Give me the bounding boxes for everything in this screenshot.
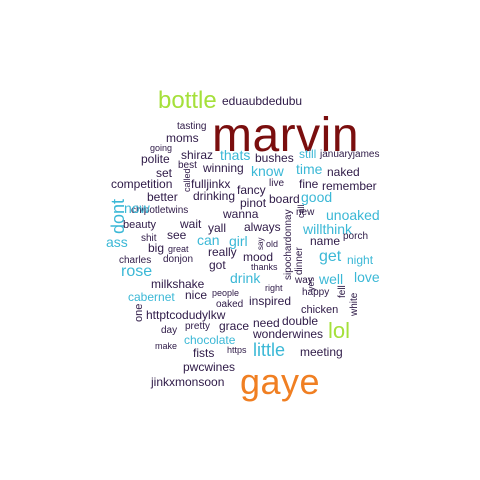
cloud-word: night (347, 253, 374, 267)
cloud-word: moms (166, 131, 199, 145)
cloud-word: winning (203, 161, 244, 175)
cloud-word: mood (243, 250, 274, 264)
cloud-word: pretty (185, 321, 211, 332)
cloud-word: fancy (237, 183, 266, 197)
cloud-word: rose (121, 263, 153, 280)
cloud-word: yall (208, 221, 227, 235)
cloud-word: new (296, 207, 315, 218)
cloud-word: grace (219, 319, 250, 333)
cloud-word: can (197, 232, 220, 248)
cloud-word: wanna (223, 207, 259, 221)
cloud-word: chocolate (184, 333, 236, 347)
cloud-word: pwcwines (183, 360, 236, 374)
cloud-word: pinot (240, 196, 267, 210)
cloud-word: girl (229, 233, 248, 249)
cloud-word: know (251, 163, 284, 179)
cloud-word: fine (299, 177, 319, 191)
cloud-word: competition (111, 177, 173, 191)
cloud-word: bushes (255, 151, 294, 165)
cloud-word: little (253, 340, 286, 360)
cloud-word: shit (141, 233, 157, 244)
cloud-word: day (161, 325, 178, 336)
cloud-word: willthink (303, 221, 353, 237)
cloud-word: shiraz (181, 148, 214, 162)
cloud-word: white (349, 292, 360, 316)
cloud-word: see (167, 228, 187, 242)
cloud-word: polite (141, 152, 170, 166)
cloud-word: name (310, 234, 341, 248)
cloud-word: need (253, 316, 280, 330)
cloud-word: board (269, 192, 300, 206)
cloud-word: inspired (249, 294, 292, 308)
cloud-word: milkshake (151, 277, 205, 291)
cloud-word: drinking (193, 189, 236, 203)
cloud-word: meeting (300, 345, 343, 359)
cloud-word: chipotletwins (131, 205, 189, 216)
cloud-word: drink (230, 270, 261, 286)
cloud-word: set (156, 166, 173, 180)
cloud-word: charles (119, 255, 152, 266)
cloud-word: gaye (240, 361, 321, 402)
cloud-word: sipochardonnay (283, 209, 294, 280)
cloud-word: double (282, 314, 319, 328)
cloud-word: time (296, 161, 323, 177)
cloud-word: better (147, 190, 178, 204)
cloud-word: still (299, 147, 317, 161)
cloud-word: right (265, 283, 283, 293)
cloud-word: oaked (216, 299, 244, 310)
cloud-word: got (209, 258, 226, 272)
cloud-word: now (124, 200, 150, 216)
cloud-word: really (208, 245, 237, 259)
cloud-word: best (178, 160, 197, 171)
cloud-word: going (150, 143, 173, 153)
cloud-word: happy (302, 287, 330, 298)
cloud-word: people (212, 288, 240, 298)
cloud-word: big (148, 241, 165, 255)
cloud-word: good (301, 189, 333, 205)
cloud-word: naked (327, 165, 360, 179)
cloud-word: https (227, 345, 247, 355)
cloud-word: always (244, 220, 281, 234)
cloud-word: tasting (177, 121, 207, 132)
cloud-word: ass (106, 234, 128, 250)
cloud-word: well (319, 271, 344, 287)
cloud-word: thanks (251, 262, 278, 272)
cloud-word: eduaubdedubu (222, 94, 303, 108)
cloud-word: nice (185, 288, 208, 302)
cloud-word: januaryjames (320, 149, 380, 160)
cloud-word: unoaked (326, 207, 380, 223)
cloud-word: jinkxmonsoon (151, 375, 225, 389)
cloud-word: marvin (212, 109, 360, 162)
cloud-word: bottle (158, 87, 217, 114)
cloud-word: beauty (123, 219, 157, 231)
cloud-word: remember (322, 179, 377, 193)
cloud-word: httptcodudylkw (146, 308, 226, 322)
cloud-word: lol (328, 318, 351, 343)
cloud-word: say (256, 237, 265, 250)
cloud-word: chicken (301, 304, 339, 316)
cloud-word: wait (180, 217, 202, 231)
cloud-word: live (269, 178, 285, 189)
cloud-word: fists (193, 346, 215, 360)
cloud-word: porch (343, 231, 369, 242)
cloud-word: fulljinkx (191, 177, 231, 191)
cloud-word: wonderwines (253, 327, 324, 341)
cloud-word: get (319, 248, 342, 265)
cloud-word: thats (220, 147, 251, 163)
cloud-word: make (155, 341, 178, 351)
cloud-word: dinner (294, 247, 305, 275)
cloud-word: great (168, 244, 189, 254)
cloud-word: one (133, 303, 145, 322)
cloud-word: love (354, 269, 380, 285)
cloud-word: cabernet (128, 290, 175, 304)
cloud-word: donjon (163, 254, 194, 265)
cloud-word: way (295, 275, 313, 286)
cloud-word: old (266, 239, 279, 249)
cloud-word: fell (337, 285, 348, 298)
